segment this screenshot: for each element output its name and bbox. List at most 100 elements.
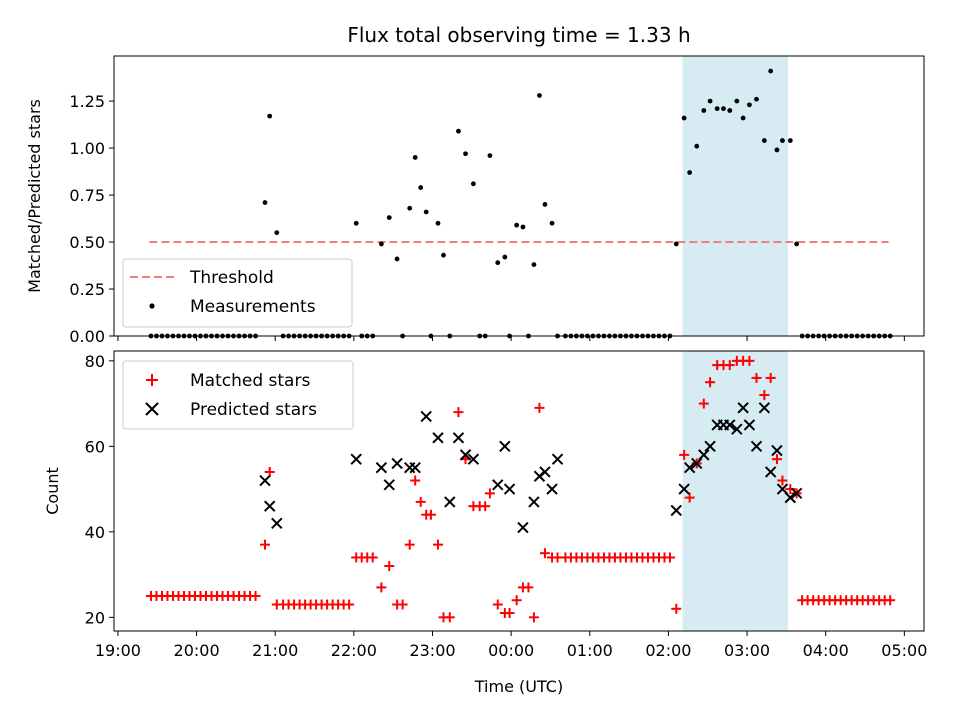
predicted-point [698,449,710,461]
matched-point [397,599,408,610]
highlight-span [682,56,788,336]
measurement-point [423,209,429,215]
measurement-point [470,181,476,187]
measurement-point [687,170,693,175]
count-legend: Matched stars Predicted stars [122,360,354,430]
predicted-point [678,483,690,495]
count-y-axis: 20 40 60 80 [85,352,114,627]
time-x-tick-label: 01:00 [567,641,613,660]
matched-point [664,552,675,563]
time-x-tick-label: 04:00 [803,641,849,660]
time-x-tick-label: 00:00 [488,641,534,660]
matched-point [724,360,735,371]
time-x-axis: 19:00 20:00 21:00 22:00 23:00 00:00 01:00 02:00… [95,631,927,660]
measurement-point [274,230,280,236]
matched-point [671,603,682,614]
measurement-point [514,222,520,228]
predicted-point [743,419,756,431]
time-x-tick-label: 02:00 [645,641,691,660]
matched-point [759,390,770,401]
ratio-y-tick-label: 0.50 [69,233,105,252]
measurement-point [794,241,800,247]
time-x-tick-label: 23:00 [409,641,455,660]
measurement-point [549,220,555,226]
matched-point [679,449,690,460]
legend-predicted-swatch [145,402,159,416]
predicted-point [731,423,743,435]
predicted-point [704,440,716,453]
matched-point [415,496,426,507]
predicted-point [737,402,749,414]
matched-point [504,608,515,619]
matched-point [523,582,534,593]
ratio-y-axis-label: Matched/Predicted stars [25,99,44,293]
predicted-point [528,496,540,508]
count-y-axis-label: Count [43,467,62,515]
matched-point [250,590,261,601]
predicted-point [539,466,551,478]
predicted-point [375,461,388,474]
predicted-point [444,496,456,508]
ratio-y-tick-label: 0.25 [69,280,105,299]
legend-predicted-label: Predicted stars [190,400,317,420]
predicted-point [383,479,395,491]
predicted-point [758,402,771,414]
measurement-point [418,185,424,190]
matched-point [885,595,896,606]
matched-point [698,398,709,409]
predicted-point [517,521,529,534]
matched-point [744,355,755,366]
predicted-point [764,466,777,478]
measurement-point [456,128,461,134]
matched-point [410,475,421,486]
measurement-point [701,108,707,113]
measurement-point [441,252,446,258]
measurement-point [537,93,542,98]
predicted-point [420,410,432,423]
time-x-axis-label: Time (UTC) [474,677,563,696]
measurement-point [520,224,526,230]
time-x-tick-label: 03:00 [724,641,770,660]
predicted-point [467,453,480,465]
predicted-point [551,453,564,465]
count-y-tick-label: 40 [85,523,105,542]
matched-point [384,561,395,572]
predicted-point [503,483,516,495]
measurement-point [378,241,384,247]
measurement-point [734,98,740,104]
measurement-point [754,96,759,102]
ratio-y-tick-label: 1.00 [69,139,105,158]
predicted-point [750,440,763,453]
predicted-point [350,453,362,465]
highlight-span [682,351,788,631]
measurement-point [407,205,413,211]
predicted-point [452,432,465,444]
legend-measurement-swatch [149,303,155,309]
matched-point [259,539,270,550]
predicted-point [546,483,558,495]
measurement-point [714,106,720,112]
measurement-point [721,106,726,112]
predicted-point [790,487,803,500]
time-x-tick-label: 21:00 [252,641,298,660]
measurement-point [780,138,785,143]
matched-point [705,377,716,388]
predicted-point [391,457,403,470]
predicted-point [459,449,472,461]
predicted-point [271,517,283,529]
ratio-x-axis [117,336,905,341]
measurement-point [727,108,733,113]
matched-point [453,407,464,418]
measurement-point [394,256,400,262]
measurement-point [747,102,752,108]
matched-point [528,612,539,623]
legend-matched-label: Matched stars [190,371,310,391]
matched-point [771,454,782,465]
matched-point [765,372,776,383]
time-x-tick-label: 05:00 [881,641,927,660]
matched-point [492,599,503,610]
measurement-point [267,113,273,119]
matched-point [511,595,522,606]
matched-point [444,612,455,623]
